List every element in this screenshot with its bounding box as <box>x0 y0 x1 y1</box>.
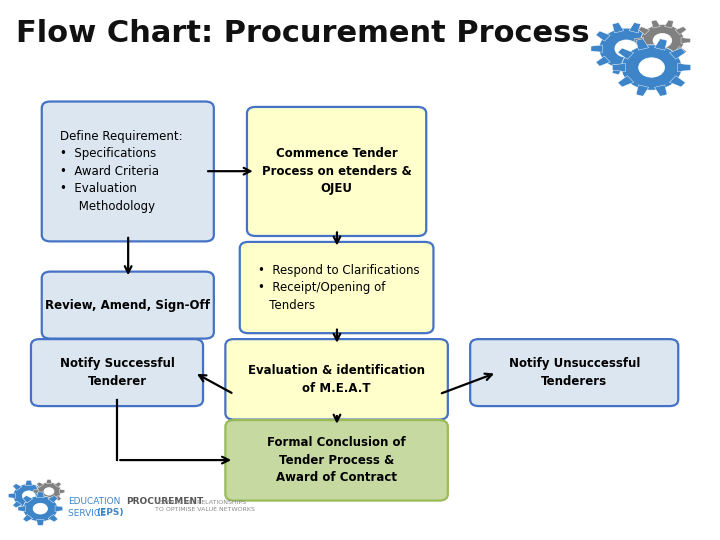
Text: Review, Amend, Sign-Off: Review, Amend, Sign-Off <box>45 299 210 312</box>
FancyBboxPatch shape <box>42 102 214 241</box>
Polygon shape <box>638 26 649 35</box>
FancyBboxPatch shape <box>247 107 426 236</box>
Polygon shape <box>36 501 45 508</box>
Polygon shape <box>618 48 634 59</box>
Polygon shape <box>13 484 22 490</box>
FancyBboxPatch shape <box>225 420 448 501</box>
FancyBboxPatch shape <box>225 339 448 420</box>
Polygon shape <box>25 481 32 485</box>
Polygon shape <box>23 515 32 522</box>
Polygon shape <box>670 76 685 87</box>
Polygon shape <box>629 23 641 33</box>
Polygon shape <box>13 501 22 508</box>
Polygon shape <box>48 515 58 522</box>
Circle shape <box>653 33 672 48</box>
Circle shape <box>621 45 682 90</box>
FancyBboxPatch shape <box>240 242 433 333</box>
Circle shape <box>615 40 638 57</box>
Circle shape <box>599 28 654 69</box>
Polygon shape <box>591 45 603 52</box>
Polygon shape <box>23 496 32 503</box>
Polygon shape <box>33 489 39 494</box>
FancyBboxPatch shape <box>42 272 214 339</box>
Circle shape <box>44 488 54 495</box>
Polygon shape <box>618 76 634 87</box>
Text: Notify Successful
Tenderer: Notify Successful Tenderer <box>60 357 174 388</box>
Circle shape <box>37 482 61 501</box>
Polygon shape <box>36 484 45 490</box>
Polygon shape <box>612 64 624 75</box>
Polygon shape <box>675 26 687 35</box>
Text: Define Requirement:
•  Specifications
•  Award Criteria
•  Evaluation
     Metho: Define Requirement: • Specifications • A… <box>60 130 182 213</box>
Text: Formal Conclusion of
Tender Process &
Award of Contract: Formal Conclusion of Tender Process & Aw… <box>267 436 406 484</box>
Text: EDUCATION: EDUCATION <box>68 497 121 505</box>
Polygon shape <box>636 39 649 50</box>
Polygon shape <box>46 499 52 503</box>
Polygon shape <box>37 492 44 498</box>
Polygon shape <box>37 482 43 487</box>
Polygon shape <box>596 31 610 41</box>
Text: Evaluation & identification
of M.E.A.T: Evaluation & identification of M.E.A.T <box>248 364 425 395</box>
Polygon shape <box>37 496 43 501</box>
Text: LEVERAGING RELATIONSHIPS
TO OPTIMISE VALUE NETWORKS: LEVERAGING RELATIONSHIPS TO OPTIMISE VAL… <box>155 500 255 512</box>
Text: •  Respond to Clarifications
•  Receipt/Opening of
   Tenders: • Respond to Clarifications • Receipt/Op… <box>258 264 419 312</box>
Polygon shape <box>643 56 657 66</box>
Polygon shape <box>652 53 660 61</box>
Polygon shape <box>654 85 667 96</box>
Polygon shape <box>613 64 626 71</box>
Circle shape <box>23 496 58 522</box>
Circle shape <box>33 503 48 514</box>
Polygon shape <box>681 38 690 43</box>
Text: Flow Chart: Procurement Process: Flow Chart: Procurement Process <box>16 19 589 48</box>
Polygon shape <box>643 31 657 41</box>
Text: PROCUREMENT: PROCUREMENT <box>126 497 203 505</box>
Polygon shape <box>37 519 44 525</box>
Polygon shape <box>42 493 49 498</box>
Polygon shape <box>670 48 685 59</box>
Polygon shape <box>652 20 660 28</box>
Polygon shape <box>665 53 673 61</box>
Polygon shape <box>650 45 662 52</box>
Circle shape <box>22 491 35 501</box>
Circle shape <box>641 24 684 57</box>
Polygon shape <box>9 493 15 498</box>
Polygon shape <box>46 480 52 484</box>
Text: SERVICE: SERVICE <box>68 509 109 517</box>
Polygon shape <box>678 64 690 71</box>
Polygon shape <box>55 482 61 487</box>
Polygon shape <box>59 489 65 494</box>
Polygon shape <box>25 506 32 511</box>
Polygon shape <box>55 506 63 511</box>
Polygon shape <box>18 506 26 511</box>
Polygon shape <box>596 56 610 66</box>
Polygon shape <box>665 20 673 28</box>
Polygon shape <box>636 85 649 96</box>
Polygon shape <box>55 496 61 501</box>
Circle shape <box>13 484 45 508</box>
Polygon shape <box>634 38 644 43</box>
Polygon shape <box>48 496 58 503</box>
Polygon shape <box>629 64 641 75</box>
Text: (EPS): (EPS) <box>96 509 123 517</box>
Text: Commence Tender
Process on etenders &
OJEU: Commence Tender Process on etenders & OJ… <box>262 147 411 195</box>
Circle shape <box>639 58 665 77</box>
FancyBboxPatch shape <box>31 339 203 406</box>
Text: Notify Unsuccessful
Tenderers: Notify Unsuccessful Tenderers <box>508 357 640 388</box>
Polygon shape <box>654 39 667 50</box>
Polygon shape <box>612 23 624 33</box>
Polygon shape <box>675 46 687 55</box>
FancyBboxPatch shape <box>470 339 678 406</box>
Polygon shape <box>638 46 649 55</box>
